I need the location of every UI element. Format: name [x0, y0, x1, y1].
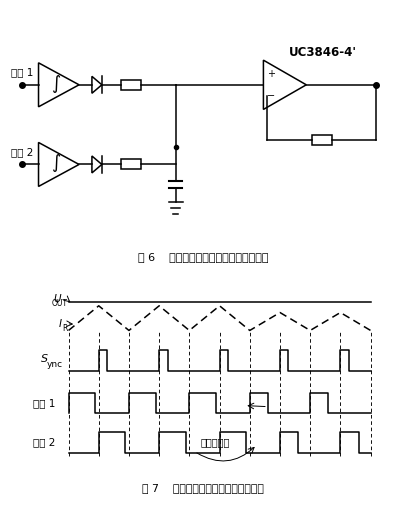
Text: $U$: $U$ — [53, 293, 62, 304]
Text: $\int$: $\int$ — [51, 73, 61, 95]
Text: $S$: $S$ — [40, 352, 49, 364]
Text: $\int$: $\int$ — [51, 153, 61, 174]
Text: ync: ync — [47, 359, 62, 369]
Text: $I$: $I$ — [58, 316, 62, 329]
Bar — [120, 160, 141, 169]
Bar — [120, 80, 141, 90]
Text: 输出 1: 输出 1 — [33, 399, 56, 408]
Text: 图 6    两路积分波形的整流电路原理框图: 图 6 两路积分波形的整流电路原理框图 — [137, 251, 268, 262]
Bar — [311, 134, 331, 144]
Text: R: R — [62, 323, 67, 333]
Text: 绕组 2: 绕组 2 — [11, 147, 33, 157]
Text: +: + — [266, 69, 274, 79]
Text: UC3846-4': UC3846-4' — [288, 46, 356, 59]
Text: −: − — [266, 91, 274, 101]
Text: OUT: OUT — [51, 299, 68, 308]
Text: 图 7    输入电压变化时，占空比的调节: 图 7 输入电压变化时，占空比的调节 — [142, 484, 263, 493]
Text: 输出 2: 输出 2 — [33, 438, 56, 448]
Text: 绕组 1: 绕组 1 — [11, 67, 33, 78]
Text: 占空比调节: 占空比调节 — [200, 438, 229, 448]
